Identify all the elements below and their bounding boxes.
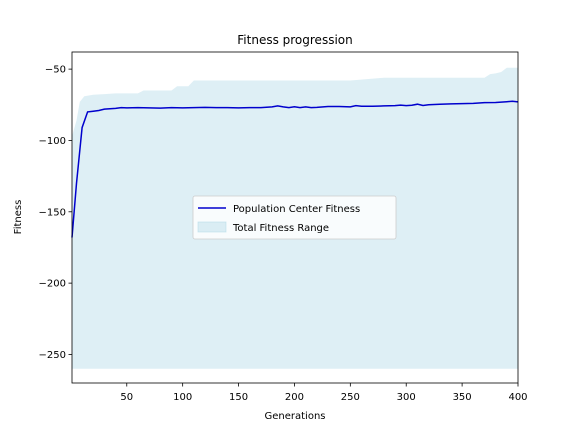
legend-area-swatch: [197, 221, 227, 233]
x-tick-label: 250: [341, 392, 360, 403]
x-tick-label: 150: [229, 392, 248, 403]
x-tick-label: 100: [173, 392, 192, 403]
x-tick-label: 400: [508, 392, 527, 403]
x-tick-label: 300: [397, 392, 416, 403]
y-tick-label: −100: [39, 136, 66, 147]
x-tick-label: 200: [285, 392, 304, 403]
x-tick-label: 350: [453, 392, 472, 403]
chart-title: Fitness progression: [237, 33, 352, 47]
population-center-line: [71, 100, 519, 238]
legend-label-population-center: Population Center Fitness: [233, 204, 360, 215]
y-tick-label: −150: [39, 207, 66, 218]
y-tick-label: −250: [39, 350, 66, 361]
plot-frame: [71, 51, 519, 384]
x-axis-label: Generations: [265, 411, 326, 422]
legend: Population Center Fitness Total Fitness …: [192, 195, 397, 240]
y-axis-label: Fitness: [13, 200, 24, 235]
x-tick-label: 50: [120, 392, 133, 403]
legend-label-total-range: Total Fitness Range: [232, 223, 329, 234]
legend-frame: [192, 195, 397, 240]
y-tick-label: −200: [39, 279, 66, 290]
y-tick-label: −50: [45, 65, 66, 76]
